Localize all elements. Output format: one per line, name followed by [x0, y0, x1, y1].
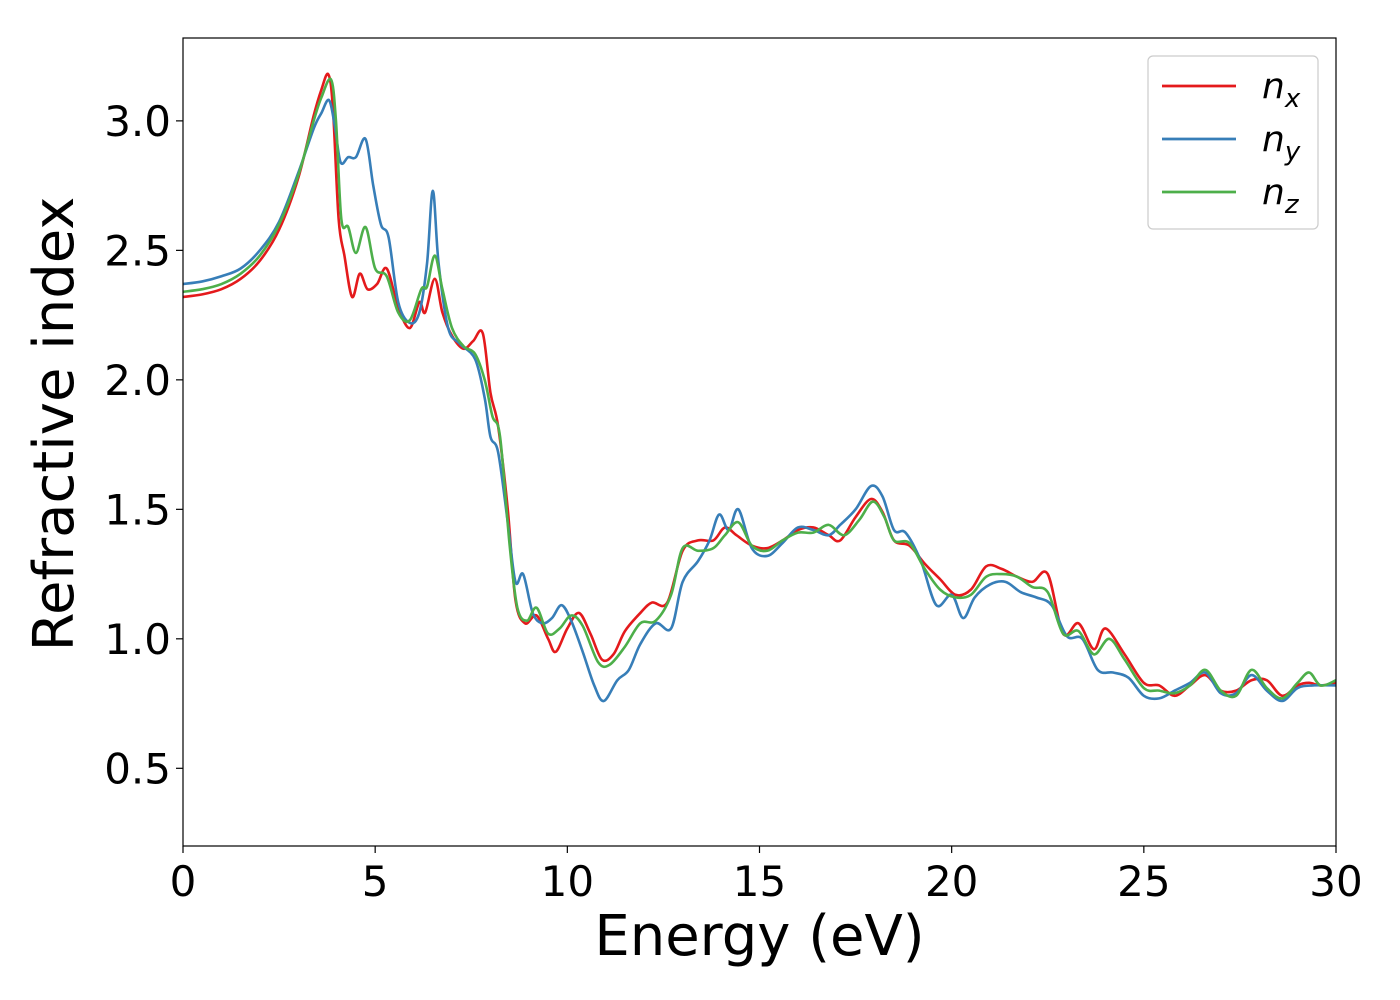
- x-tick-label: 20: [925, 857, 978, 906]
- legend-label-y: ny: [1262, 119, 1301, 167]
- y-axis-ticks: 0.5 1.0 1.5 2.0 2.5 3.0: [104, 97, 183, 793]
- y-tick-label: 2.5: [104, 226, 171, 275]
- y-axis-label: Refractive index: [22, 197, 87, 652]
- legend: nx ny nz: [1147, 55, 1319, 230]
- legend-box: [1147, 55, 1319, 230]
- x-axis-ticks: 0 5 10 15 20 25 30: [170, 846, 1363, 906]
- series-layer: [183, 72, 1336, 703]
- series-line-y: [183, 98, 1336, 703]
- x-tick-label: 15: [733, 857, 786, 906]
- y-tick-label: 1.0: [104, 615, 171, 664]
- y-tick-label: 3.0: [104, 97, 171, 146]
- x-axis-label: Energy (eV): [594, 904, 924, 969]
- y-tick-label: 2.0: [104, 356, 171, 405]
- x-tick-label: 5: [362, 857, 389, 906]
- x-tick-label: 30: [1309, 857, 1362, 906]
- series-line-z: [183, 77, 1336, 700]
- legend-label-x: nx: [1262, 66, 1301, 114]
- y-tick-label: 0.5: [104, 744, 171, 793]
- x-tick-label: 10: [541, 857, 594, 906]
- x-tick-label: 25: [1117, 857, 1170, 906]
- legend-label-z: nz: [1262, 172, 1300, 220]
- y-tick-label: 1.5: [104, 485, 171, 534]
- x-tick-label: 0: [170, 857, 197, 906]
